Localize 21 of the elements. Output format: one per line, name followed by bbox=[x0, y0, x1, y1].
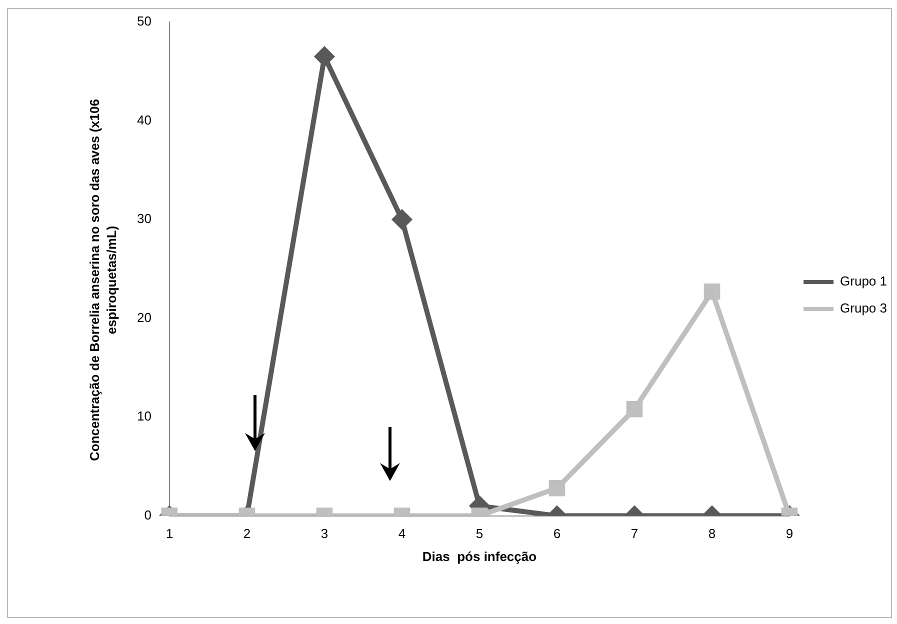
point bbox=[392, 210, 412, 230]
y-tick-label: 50 bbox=[136, 14, 152, 29]
x-tick-label: 9 bbox=[786, 526, 794, 542]
x-tick-label: 2 bbox=[243, 526, 251, 542]
y-tick-label: 0 bbox=[144, 507, 152, 522]
x-tick-label: 6 bbox=[553, 526, 561, 542]
x-tick-label: 3 bbox=[320, 526, 328, 542]
x-tick-label: 1 bbox=[166, 526, 174, 542]
x-tick-label: 5 bbox=[476, 526, 484, 542]
legend-label: Grupo 1 bbox=[840, 274, 888, 289]
x-tick-label: 8 bbox=[708, 526, 716, 542]
y-tick-label: 40 bbox=[136, 112, 152, 128]
x-axis-title: Dias pós infecção bbox=[422, 548, 537, 564]
y-tick-label: 30 bbox=[136, 211, 152, 226]
y-axis-title: Concentração de Borrelia anserina no soro das aves (x106 espiroquetas/mL) bbox=[86, 98, 120, 463]
y-tick-label: 20 bbox=[136, 310, 152, 325]
x-tick-label: 4 bbox=[398, 526, 406, 542]
y-tick-label: 10 bbox=[136, 408, 152, 424]
x-tick-label: 7 bbox=[630, 526, 638, 542]
legend-label: Grupo 3 bbox=[840, 300, 888, 316]
point bbox=[704, 283, 720, 300]
